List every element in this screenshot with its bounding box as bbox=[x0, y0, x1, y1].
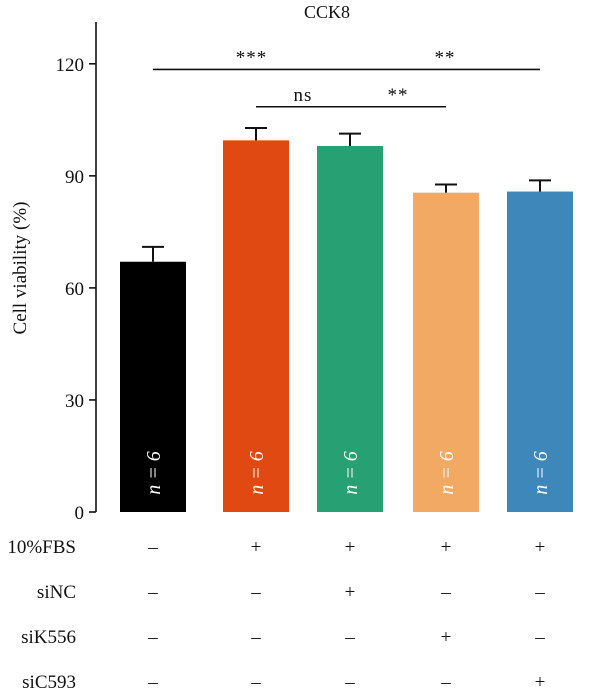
bar-n-label: n = 6 bbox=[530, 451, 552, 495]
bar bbox=[507, 191, 573, 513]
bar-n-label: n = 6 bbox=[436, 451, 458, 495]
condition-value: + bbox=[345, 582, 356, 603]
condition-value: – bbox=[147, 627, 158, 648]
bar-n-label: n = 6 bbox=[143, 451, 165, 495]
significance-label: ** bbox=[388, 85, 409, 106]
condition-label: 10%FBS bbox=[7, 537, 76, 558]
condition-value: – bbox=[344, 627, 355, 648]
condition-value: – bbox=[534, 582, 545, 603]
condition-value: – bbox=[250, 582, 261, 603]
condition-value: + bbox=[535, 537, 546, 558]
condition-label: siK556 bbox=[21, 627, 76, 648]
condition-value: + bbox=[441, 537, 452, 558]
chart-title: CCK8 bbox=[304, 2, 350, 22]
bar-n-label: n = 6 bbox=[246, 451, 268, 495]
significance-label: *** bbox=[236, 47, 268, 68]
significance-label: ns bbox=[294, 85, 313, 106]
y-axis-title: Cell viability (%) bbox=[10, 202, 31, 335]
condition-value: – bbox=[250, 672, 261, 691]
y-tick-label: 90 bbox=[65, 167, 84, 188]
condition-label: siC593 bbox=[22, 672, 76, 691]
condition-value: – bbox=[147, 582, 158, 603]
y-tick-label: 120 bbox=[56, 55, 85, 76]
condition-value: – bbox=[250, 627, 261, 648]
condition-value: – bbox=[534, 627, 545, 648]
condition-value: – bbox=[440, 582, 451, 603]
condition-label: siNC bbox=[37, 582, 76, 603]
condition-value: + bbox=[345, 537, 356, 558]
condition-value: – bbox=[147, 537, 158, 558]
significance-label: ** bbox=[435, 47, 456, 68]
bar bbox=[120, 261, 186, 512]
y-tick-label: 0 bbox=[75, 503, 85, 524]
bar-n-label: n = 6 bbox=[340, 451, 362, 495]
bar bbox=[413, 192, 479, 512]
y-tick-label: 60 bbox=[65, 279, 84, 300]
y-tick-label: 30 bbox=[65, 391, 84, 412]
condition-value: – bbox=[440, 672, 451, 691]
condition-value: – bbox=[344, 672, 355, 691]
bar bbox=[317, 145, 383, 512]
condition-value: + bbox=[251, 537, 262, 558]
condition-value: + bbox=[535, 672, 546, 691]
condition-value: – bbox=[147, 672, 158, 691]
condition-value: + bbox=[441, 627, 452, 648]
bar bbox=[223, 140, 289, 512]
